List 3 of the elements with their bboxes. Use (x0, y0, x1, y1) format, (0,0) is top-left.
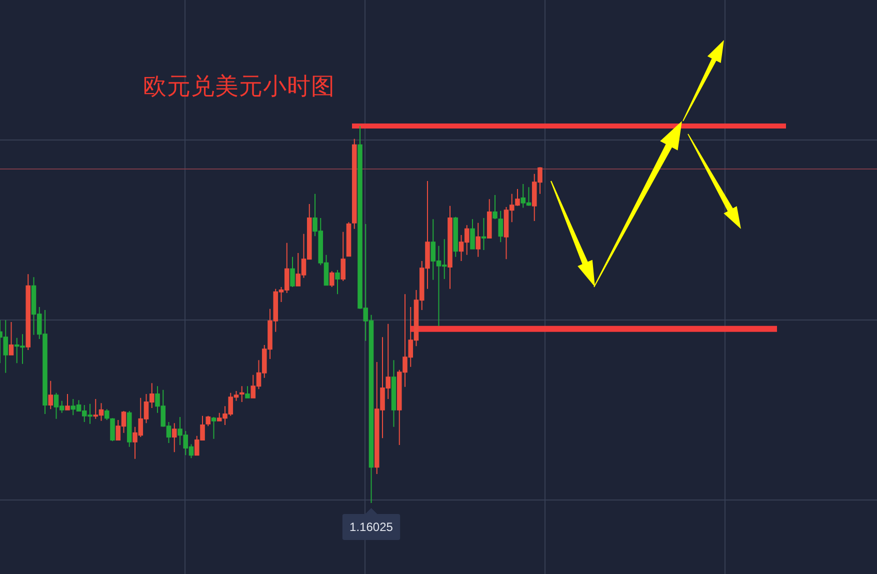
title: 欧元兑美元小时图 (143, 73, 335, 99)
annotation: 1.16025 (342, 508, 400, 540)
annotation: 1.16025 (350, 520, 394, 534)
